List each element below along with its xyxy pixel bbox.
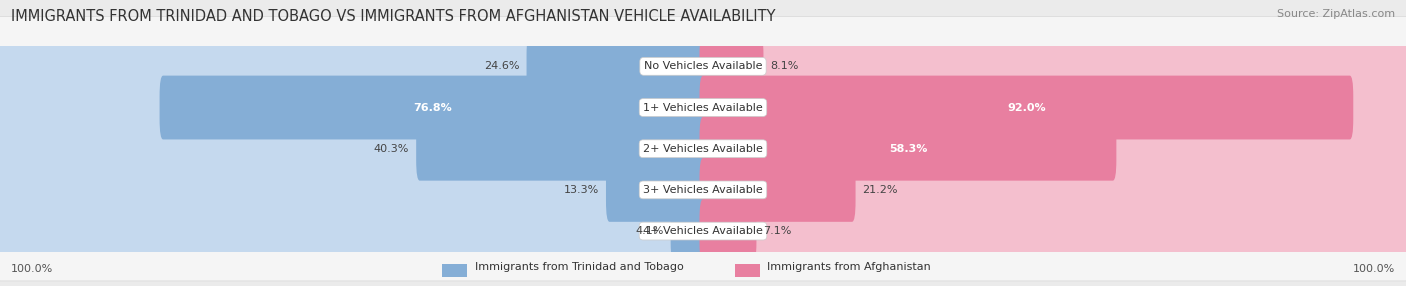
- Text: 3+ Vehicles Available: 3+ Vehicles Available: [643, 185, 763, 195]
- FancyBboxPatch shape: [700, 34, 1406, 98]
- Text: 4.1%: 4.1%: [636, 226, 664, 236]
- Text: 92.0%: 92.0%: [1007, 103, 1046, 112]
- FancyBboxPatch shape: [700, 34, 763, 98]
- Text: 8.1%: 8.1%: [770, 61, 799, 71]
- FancyBboxPatch shape: [671, 199, 707, 263]
- FancyBboxPatch shape: [606, 158, 707, 222]
- FancyBboxPatch shape: [700, 199, 1406, 263]
- FancyBboxPatch shape: [441, 264, 467, 277]
- FancyBboxPatch shape: [700, 158, 855, 222]
- FancyBboxPatch shape: [0, 58, 1406, 157]
- Text: 40.3%: 40.3%: [374, 144, 409, 154]
- FancyBboxPatch shape: [700, 117, 1406, 181]
- FancyBboxPatch shape: [700, 199, 756, 263]
- Text: 13.3%: 13.3%: [564, 185, 599, 195]
- FancyBboxPatch shape: [0, 17, 1406, 116]
- FancyBboxPatch shape: [160, 76, 707, 140]
- FancyBboxPatch shape: [700, 76, 1354, 140]
- Text: Source: ZipAtlas.com: Source: ZipAtlas.com: [1277, 9, 1395, 19]
- FancyBboxPatch shape: [527, 34, 707, 98]
- FancyBboxPatch shape: [0, 158, 707, 222]
- FancyBboxPatch shape: [700, 158, 1406, 222]
- Text: 7.1%: 7.1%: [763, 226, 792, 236]
- Text: 4+ Vehicles Available: 4+ Vehicles Available: [643, 226, 763, 236]
- Text: 1+ Vehicles Available: 1+ Vehicles Available: [643, 103, 763, 112]
- FancyBboxPatch shape: [0, 181, 1406, 281]
- Text: No Vehicles Available: No Vehicles Available: [644, 61, 762, 71]
- FancyBboxPatch shape: [0, 117, 707, 181]
- FancyBboxPatch shape: [0, 76, 707, 140]
- FancyBboxPatch shape: [0, 140, 1406, 240]
- FancyBboxPatch shape: [0, 199, 707, 263]
- Text: 21.2%: 21.2%: [863, 185, 898, 195]
- Text: 100.0%: 100.0%: [1353, 264, 1395, 274]
- FancyBboxPatch shape: [0, 34, 707, 98]
- Text: 100.0%: 100.0%: [11, 264, 53, 274]
- Text: 76.8%: 76.8%: [413, 103, 453, 112]
- FancyBboxPatch shape: [0, 99, 1406, 198]
- Text: 2+ Vehicles Available: 2+ Vehicles Available: [643, 144, 763, 154]
- FancyBboxPatch shape: [700, 76, 1406, 140]
- Text: 58.3%: 58.3%: [889, 144, 927, 154]
- Text: 24.6%: 24.6%: [484, 61, 520, 71]
- Text: Immigrants from Trinidad and Tobago: Immigrants from Trinidad and Tobago: [475, 263, 683, 272]
- FancyBboxPatch shape: [700, 117, 1116, 181]
- FancyBboxPatch shape: [735, 264, 761, 277]
- Text: IMMIGRANTS FROM TRINIDAD AND TOBAGO VS IMMIGRANTS FROM AFGHANISTAN VEHICLE AVAIL: IMMIGRANTS FROM TRINIDAD AND TOBAGO VS I…: [11, 9, 776, 23]
- FancyBboxPatch shape: [416, 117, 707, 181]
- Text: Immigrants from Afghanistan: Immigrants from Afghanistan: [768, 263, 931, 272]
